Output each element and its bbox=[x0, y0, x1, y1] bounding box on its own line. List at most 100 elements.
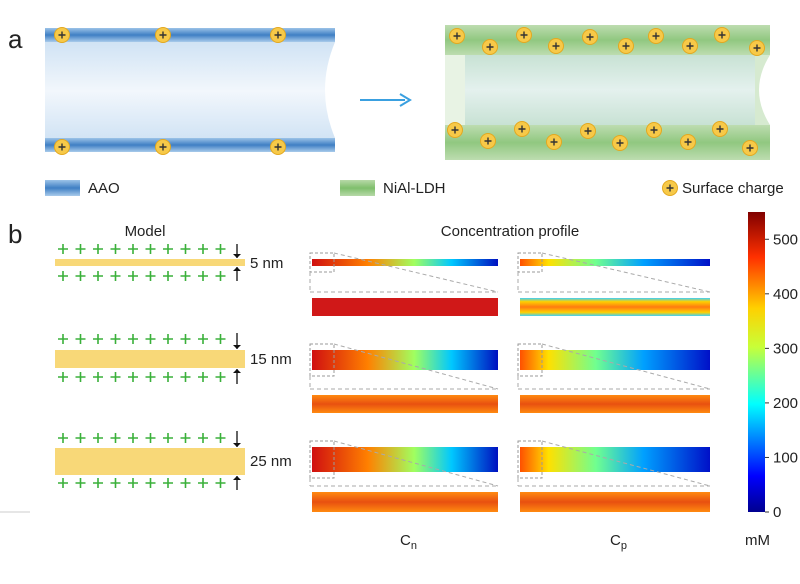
green-plus bbox=[110, 271, 121, 281]
green-plus bbox=[93, 244, 103, 254]
green-plus bbox=[198, 244, 208, 254]
green-plus bbox=[93, 271, 103, 281]
green-plus bbox=[58, 372, 68, 382]
green-plus bbox=[93, 433, 103, 443]
green-plus bbox=[93, 478, 103, 488]
plus-sign bbox=[746, 144, 754, 152]
zoom-box bbox=[517, 252, 543, 273]
zoom-line bbox=[309, 343, 499, 390]
green-plus bbox=[163, 478, 173, 488]
zoom-line bbox=[517, 343, 711, 390]
width-label: 5 nm bbox=[250, 255, 283, 272]
green-plus bbox=[128, 478, 138, 488]
green-plus bbox=[128, 433, 138, 443]
plus-sign bbox=[584, 127, 592, 135]
green-plus bbox=[145, 478, 156, 488]
green-plus bbox=[145, 244, 156, 254]
colorbar-tick-label: 300 bbox=[773, 340, 798, 357]
green-plus bbox=[93, 334, 103, 344]
plus-sign bbox=[666, 184, 674, 192]
arrow-head bbox=[233, 267, 241, 271]
model-title: Model bbox=[125, 223, 166, 240]
legend-label: NiAl-LDH bbox=[383, 180, 446, 197]
green-plus bbox=[110, 372, 121, 382]
plus-sign bbox=[550, 138, 558, 146]
green-plus bbox=[163, 334, 173, 344]
green-plus bbox=[180, 271, 191, 281]
plus-sign bbox=[552, 42, 560, 50]
green-plus bbox=[110, 334, 121, 344]
green-plus bbox=[198, 271, 208, 281]
green-plus bbox=[75, 271, 86, 281]
green-plus bbox=[145, 334, 156, 344]
zoom-box bbox=[309, 343, 335, 377]
colorbar-tick-label: 400 bbox=[773, 286, 798, 303]
green-plus bbox=[215, 271, 226, 281]
plus-sign bbox=[159, 143, 167, 151]
zoom-box bbox=[309, 440, 335, 479]
panel-label: a bbox=[8, 24, 23, 54]
legend-label: AAO bbox=[88, 180, 120, 197]
green-plus bbox=[215, 433, 226, 443]
green-plus bbox=[163, 271, 173, 281]
green-plus bbox=[180, 433, 191, 443]
green-plus bbox=[145, 433, 156, 443]
profile-title: Concentration profile bbox=[441, 223, 579, 240]
green-plus bbox=[75, 433, 86, 443]
plus-sign bbox=[486, 43, 494, 51]
width-label: 15 nm bbox=[250, 351, 292, 368]
green-plus bbox=[215, 244, 226, 254]
plus-sign bbox=[718, 31, 726, 39]
green-plus bbox=[215, 372, 226, 382]
green-plus bbox=[180, 478, 191, 488]
green-plus bbox=[198, 433, 208, 443]
green-plus bbox=[58, 271, 68, 281]
green-plus bbox=[75, 478, 86, 488]
green-plus bbox=[58, 433, 68, 443]
green-plus bbox=[110, 433, 121, 443]
plus-sign bbox=[686, 42, 694, 50]
green-plus bbox=[198, 334, 208, 344]
green-plus bbox=[128, 244, 138, 254]
zoom-box bbox=[517, 440, 543, 479]
green-plus bbox=[163, 244, 173, 254]
zoom-line bbox=[517, 252, 711, 293]
green-plus bbox=[75, 334, 86, 344]
layout bbox=[0, 25, 770, 513]
colorbar-tick-label: 200 bbox=[773, 395, 798, 412]
green-plus bbox=[145, 372, 156, 382]
zoom-line bbox=[309, 440, 499, 487]
colorbar-tick-label: 500 bbox=[773, 231, 798, 248]
green-plus bbox=[145, 271, 156, 281]
plus-sign bbox=[650, 126, 658, 134]
plus-sign bbox=[274, 31, 282, 39]
green-plus bbox=[110, 478, 121, 488]
plus-sign bbox=[586, 33, 594, 41]
arrow-head bbox=[233, 345, 241, 349]
plus-sign bbox=[58, 31, 66, 39]
green-plus bbox=[58, 244, 68, 254]
green-plus bbox=[180, 244, 191, 254]
green-plus bbox=[198, 372, 208, 382]
green-plus bbox=[75, 244, 86, 254]
plus-sign bbox=[520, 31, 528, 39]
green-plus bbox=[110, 244, 121, 254]
plus-sign bbox=[274, 143, 282, 151]
green-plus bbox=[215, 478, 226, 488]
plus-sign bbox=[684, 138, 692, 146]
plus-sign bbox=[451, 126, 459, 134]
plus-sign bbox=[616, 139, 624, 147]
arrow-head bbox=[233, 443, 241, 447]
panel-label: b bbox=[8, 219, 22, 249]
plus-sign bbox=[58, 143, 66, 151]
plus-sign bbox=[453, 32, 461, 40]
zoom-line bbox=[517, 440, 711, 487]
green-plus bbox=[163, 372, 173, 382]
colorbar-tick-label: 0 bbox=[773, 504, 781, 521]
arrow-head bbox=[233, 476, 241, 480]
green-plus bbox=[215, 334, 226, 344]
legend-label: Surface charge bbox=[682, 180, 784, 197]
green-plus bbox=[128, 271, 138, 281]
plus-sign bbox=[753, 44, 761, 52]
